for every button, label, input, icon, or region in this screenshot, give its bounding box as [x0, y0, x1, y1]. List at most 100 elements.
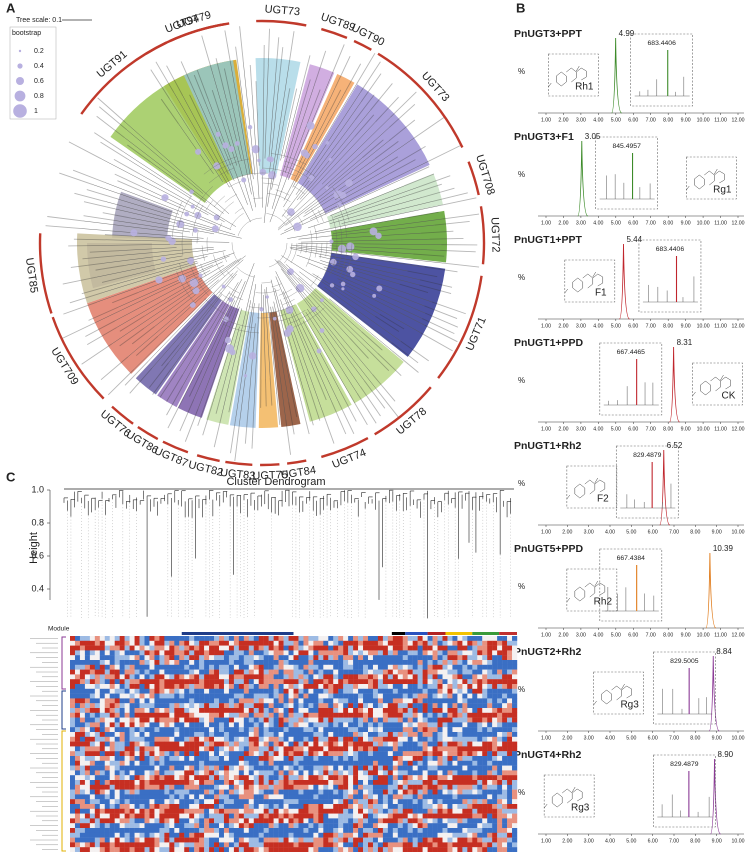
heat-cell [467, 770, 472, 775]
heat-cell [80, 674, 85, 679]
heat-cell [497, 780, 502, 785]
heat-cell [174, 742, 179, 747]
heat-cell [105, 732, 110, 737]
heat-cell [149, 718, 154, 723]
heat-cell [477, 761, 482, 766]
mz-label: 667.4465 [617, 349, 646, 356]
heat-cell [433, 732, 438, 737]
heat-cell [154, 679, 159, 684]
heat-cell [502, 694, 507, 699]
heat-cell [363, 684, 368, 689]
heat-cell [348, 818, 353, 823]
heat-cell [338, 828, 343, 833]
heat-cell [433, 694, 438, 699]
heat-cell [90, 780, 95, 785]
heat-cell [164, 746, 169, 751]
heat-cell [373, 722, 378, 727]
bootstrap-dot [161, 256, 166, 261]
heat-cell [70, 823, 75, 828]
heat-cell [313, 818, 318, 823]
heat-cell [254, 732, 259, 737]
heat-cell [433, 751, 438, 756]
heat-cell [482, 799, 487, 804]
heat-cell [140, 833, 145, 838]
heat-cell [438, 713, 443, 718]
heat-cell [343, 737, 348, 742]
heat-cell [393, 674, 398, 679]
heat-cell [209, 698, 214, 703]
heat-cell [303, 674, 308, 679]
heat-cell [298, 670, 303, 675]
heat-cell [497, 698, 502, 703]
heat-cell [294, 761, 299, 766]
heat-cell [492, 828, 497, 833]
heat-cell [408, 670, 413, 675]
heat-cell [457, 708, 462, 713]
heat-cell [383, 766, 388, 771]
heat-cell [234, 646, 239, 651]
heat-cell [174, 775, 179, 780]
heat-cell [338, 799, 343, 804]
heat-cell [115, 641, 120, 646]
heat-cell [70, 713, 75, 718]
heat-cell [348, 698, 353, 703]
heat-cell [418, 732, 423, 737]
heat-cell [383, 799, 388, 804]
heat-cell [249, 823, 254, 828]
heat-cell [423, 650, 428, 655]
heat-cell [110, 694, 115, 699]
heat-cell [149, 641, 154, 646]
heat-cell [204, 708, 209, 713]
heat-cell [403, 713, 408, 718]
heat-cell [487, 809, 492, 814]
heat-cell [457, 761, 462, 766]
heat-cell [189, 790, 194, 795]
heat-cell [115, 794, 120, 799]
heat-cell [239, 766, 244, 771]
heat-cell [75, 838, 80, 843]
bootstrap-dot [266, 295, 269, 298]
heat-cell [418, 670, 423, 675]
heat-cell [303, 694, 308, 699]
heat-cell [224, 799, 229, 804]
heat-cell [289, 636, 294, 641]
heat-cell [199, 809, 204, 814]
heat-cell [234, 660, 239, 665]
peak [709, 656, 719, 731]
heat-cell [502, 785, 507, 790]
heat-cell [179, 670, 184, 675]
heat-cell [383, 641, 388, 646]
heat-cell [338, 694, 343, 699]
heat-cell [239, 809, 244, 814]
heat-cell [110, 665, 115, 670]
heat-cell [244, 742, 249, 747]
heat-cell [149, 814, 154, 819]
heat-cell [214, 742, 219, 747]
heat-cell [264, 770, 269, 775]
heat-cell [428, 713, 433, 718]
heat-cell [179, 804, 184, 809]
heat-cell [368, 713, 373, 718]
heat-cell [423, 751, 428, 756]
heat-cell [512, 674, 517, 679]
heat-cell [318, 804, 323, 809]
heat-cell [358, 650, 363, 655]
heat-cell [467, 665, 472, 670]
heat-cell [264, 790, 269, 795]
heat-cell [199, 737, 204, 742]
heat-cell [269, 838, 274, 843]
heat-cell [135, 809, 140, 814]
heat-cell [343, 756, 348, 761]
heat-cell [318, 636, 323, 641]
heat-cell [184, 636, 189, 641]
bootstrap-dot [329, 158, 332, 161]
heat-cell [303, 641, 308, 646]
x-tick-label: 4.00 [593, 426, 603, 432]
heat-cell [457, 790, 462, 795]
heat-cell [229, 799, 234, 804]
heat-cell [95, 746, 100, 751]
heat-cell [308, 665, 313, 670]
heat-cell [204, 674, 209, 679]
heat-cell [135, 732, 140, 737]
heat-cell [492, 674, 497, 679]
